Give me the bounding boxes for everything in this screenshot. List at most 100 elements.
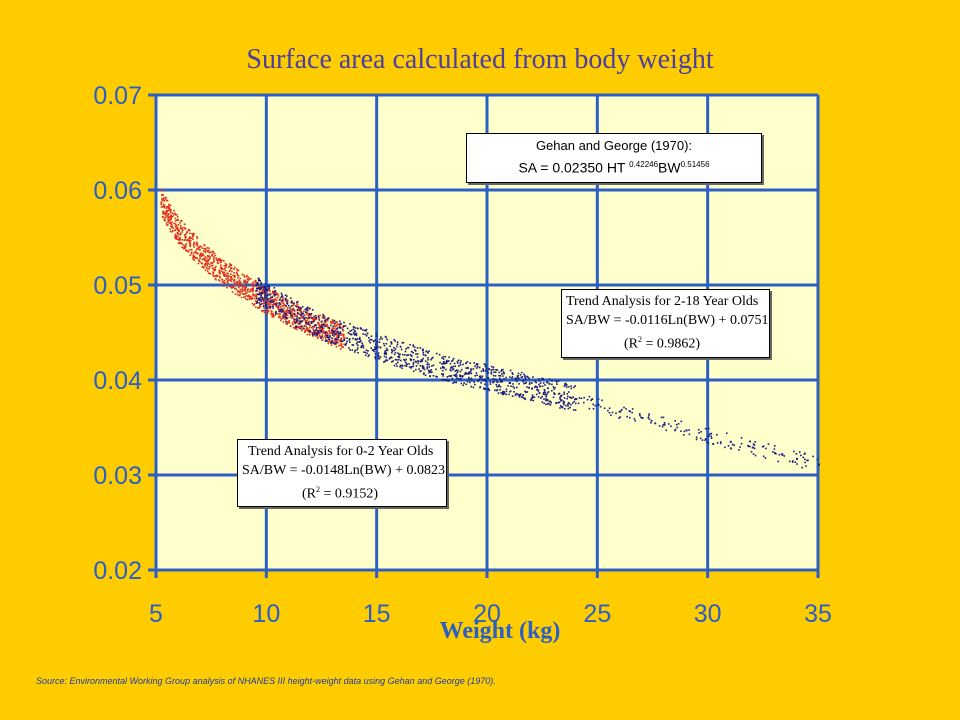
data-point bbox=[318, 329, 320, 332]
data-point bbox=[619, 410, 622, 413]
data-point bbox=[206, 250, 209, 252]
data-point bbox=[484, 378, 487, 381]
data-point bbox=[343, 321, 345, 324]
data-point bbox=[272, 300, 275, 303]
data-point bbox=[301, 325, 303, 327]
data-point bbox=[451, 366, 453, 369]
data-point bbox=[181, 220, 183, 222]
data-point bbox=[356, 338, 359, 340]
data-point bbox=[219, 276, 221, 279]
data-point bbox=[407, 346, 410, 349]
data-point bbox=[184, 247, 186, 249]
data-point bbox=[313, 333, 316, 336]
data-point bbox=[492, 377, 495, 380]
data-point bbox=[245, 292, 247, 294]
data-point bbox=[457, 369, 459, 372]
data-point bbox=[183, 239, 186, 242]
data-point bbox=[236, 273, 238, 275]
data-point bbox=[189, 254, 191, 257]
data-point bbox=[521, 376, 524, 378]
data-point bbox=[273, 286, 276, 289]
data-point bbox=[309, 330, 312, 332]
data-point bbox=[352, 344, 355, 346]
data-point bbox=[483, 363, 486, 365]
data-point bbox=[372, 340, 375, 343]
data-point bbox=[172, 227, 174, 229]
data-point bbox=[299, 317, 302, 320]
data-point bbox=[432, 356, 434, 359]
data-point bbox=[206, 263, 208, 265]
data-point bbox=[324, 340, 327, 343]
data-point bbox=[730, 447, 732, 450]
data-point bbox=[261, 292, 263, 295]
data-point bbox=[619, 416, 621, 418]
data-point bbox=[424, 354, 427, 357]
data-point bbox=[185, 245, 187, 248]
data-point bbox=[274, 303, 277, 305]
data-point bbox=[419, 364, 422, 367]
data-point bbox=[449, 362, 452, 365]
data-point bbox=[330, 332, 333, 334]
data-point bbox=[452, 368, 454, 371]
data-point bbox=[337, 323, 340, 325]
data-point bbox=[406, 363, 408, 365]
data-point bbox=[448, 360, 450, 362]
data-point bbox=[716, 434, 718, 436]
data-point bbox=[303, 318, 306, 320]
data-point bbox=[415, 361, 417, 363]
data-point bbox=[615, 412, 617, 415]
data-point bbox=[385, 347, 388, 350]
data-point bbox=[238, 294, 241, 297]
data-point bbox=[762, 445, 765, 448]
data-point bbox=[317, 321, 320, 324]
data-point bbox=[357, 344, 359, 347]
data-point bbox=[322, 336, 325, 339]
data-point bbox=[167, 207, 170, 210]
data-point bbox=[455, 373, 458, 375]
data-point bbox=[280, 299, 283, 302]
data-point bbox=[793, 450, 795, 453]
data-point bbox=[290, 305, 293, 307]
data-point bbox=[304, 316, 306, 319]
data-point bbox=[592, 408, 595, 410]
data-point bbox=[337, 334, 339, 336]
data-point bbox=[371, 349, 374, 351]
data-point bbox=[663, 423, 666, 426]
r2-value: = 0.9152) bbox=[320, 486, 379, 502]
data-point bbox=[288, 319, 290, 322]
data-point bbox=[386, 349, 389, 352]
data-point bbox=[273, 291, 276, 293]
data-point bbox=[248, 295, 251, 298]
data-point bbox=[322, 329, 325, 332]
data-point bbox=[205, 249, 208, 251]
data-point bbox=[323, 317, 326, 319]
data-point bbox=[289, 316, 292, 318]
data-point bbox=[353, 333, 356, 336]
data-point bbox=[313, 320, 315, 322]
trend-0-2-r2: (R2 = 0.9152) bbox=[242, 480, 446, 504]
x-tick-label: 5 bbox=[149, 600, 163, 628]
data-point bbox=[729, 440, 732, 443]
data-point bbox=[337, 330, 339, 333]
data-point bbox=[237, 277, 239, 279]
data-point bbox=[396, 361, 399, 364]
data-point bbox=[349, 330, 351, 332]
data-point bbox=[184, 227, 187, 230]
data-point bbox=[407, 354, 409, 356]
data-point bbox=[430, 357, 433, 360]
data-point bbox=[355, 334, 358, 337]
data-point bbox=[252, 294, 255, 297]
data-point bbox=[535, 393, 538, 396]
data-point bbox=[234, 284, 236, 286]
data-point bbox=[402, 341, 405, 344]
data-point bbox=[386, 359, 389, 362]
data-point bbox=[171, 230, 174, 233]
x-tick-label: 35 bbox=[804, 600, 832, 628]
data-point bbox=[248, 278, 251, 280]
data-point bbox=[583, 401, 585, 404]
data-point bbox=[169, 228, 171, 230]
data-point bbox=[553, 388, 555, 390]
data-point bbox=[539, 382, 542, 384]
data-point bbox=[543, 388, 546, 391]
data-point bbox=[412, 345, 415, 347]
